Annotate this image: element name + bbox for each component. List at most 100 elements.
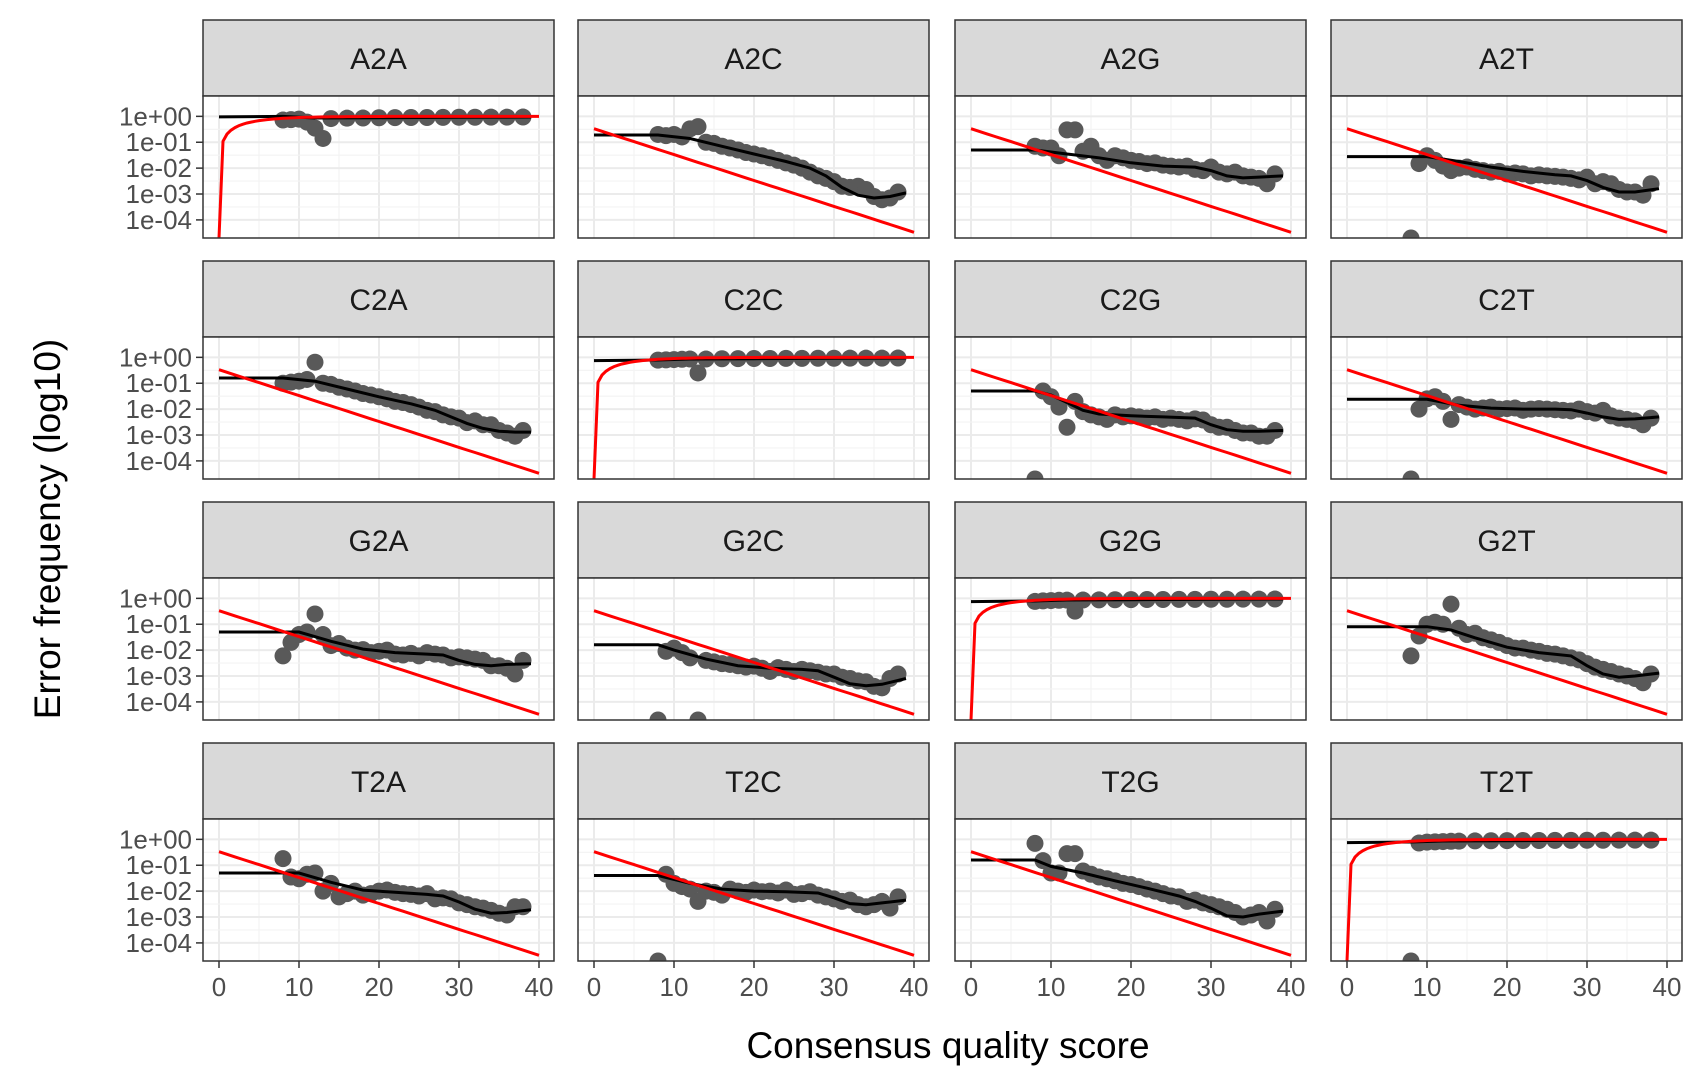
y-tick-label: 1e-03 <box>126 179 193 209</box>
facet-strip-label: T2T <box>1480 766 1533 799</box>
panel-border <box>577 95 930 239</box>
x-tick-label: 20 <box>740 972 769 1002</box>
nominal-error-line <box>593 850 915 957</box>
y-tick-label: 1e-04 <box>126 687 193 717</box>
data-point <box>514 651 532 669</box>
facet-strip-label: C2A <box>349 284 407 317</box>
fitted-error-line <box>971 858 1284 919</box>
x-tick-label: 30 <box>820 972 849 1002</box>
data-point <box>1402 952 1420 961</box>
plot-area <box>592 349 914 479</box>
x-tick-label: 10 <box>1037 972 1066 1002</box>
facet-strip-label: G2C <box>723 525 785 558</box>
panel-border <box>202 95 555 239</box>
nominal-error-line <box>970 850 1292 957</box>
facet-strip <box>1330 19 1683 97</box>
plot-area <box>593 118 915 234</box>
x-tick-label: 40 <box>1277 972 1306 1002</box>
x-tick-label: 0 <box>212 972 226 1002</box>
facet-strip <box>202 501 555 579</box>
x-tick-label: 40 <box>525 972 554 1002</box>
x-tick-label: 0 <box>587 972 601 1002</box>
y-tick-label: 1e-04 <box>126 928 193 958</box>
fitted-error-line <box>971 148 1284 180</box>
data-point <box>1402 647 1420 665</box>
y-tick-label: 1e-02 <box>126 153 193 183</box>
plot-area <box>970 121 1292 234</box>
nominal-error-line <box>1346 609 1668 716</box>
data-point <box>506 665 524 683</box>
facet-strip <box>577 260 930 338</box>
facet-panel-a2t: A2T <box>1330 19 1683 239</box>
plot-area <box>218 605 540 716</box>
panel-border <box>954 336 1307 480</box>
fitted-error-line <box>594 643 907 688</box>
plot-area <box>970 368 1292 479</box>
facet-strip <box>202 260 555 338</box>
nominal-error-line <box>592 355 914 479</box>
data-point <box>1026 470 1044 479</box>
x-tick-label: 10 <box>1413 972 1442 1002</box>
facet-strip <box>954 19 1307 97</box>
facet-panel-c2t: C2T <box>1330 260 1683 480</box>
fitted-error-line <box>1347 625 1660 679</box>
data-point <box>1402 229 1420 238</box>
data-point <box>689 118 707 136</box>
fitted-error-line <box>219 630 532 668</box>
x-tick-label: 20 <box>1493 972 1522 1002</box>
data-point <box>1050 398 1068 416</box>
nominal-error-line <box>1346 127 1668 234</box>
nominal-error-line <box>970 127 1292 234</box>
facet-panel-c2a: C2A <box>202 260 555 480</box>
nominal-error-line <box>593 609 915 716</box>
data-point <box>1026 834 1044 852</box>
y-tick-label: 1e+00 <box>119 101 192 131</box>
fitted-error-line <box>219 871 532 915</box>
data-point <box>689 364 707 382</box>
facet-strip <box>1330 742 1683 820</box>
facet-strip <box>577 742 930 820</box>
data-point <box>1266 900 1284 918</box>
plot-area <box>1346 127 1668 238</box>
nominal-error-line <box>217 114 539 238</box>
x-tick-label: 30 <box>1197 972 1226 1002</box>
plot-area <box>1346 368 1668 479</box>
facet-strip-label: G2T <box>1477 525 1535 558</box>
nominal-error-line <box>1346 368 1668 475</box>
facet-strip-label: G2G <box>1099 525 1162 558</box>
facet-panel-g2c: G2C <box>577 501 930 721</box>
x-tick-label: 10 <box>660 972 689 1002</box>
y-tick-label: 1e-02 <box>126 635 193 665</box>
data-point <box>1442 595 1460 613</box>
facet-strip <box>954 260 1307 338</box>
data-point <box>514 421 532 439</box>
facet-strip-label: T2C <box>725 766 782 799</box>
nominal-error-line <box>970 368 1292 475</box>
facet-strip <box>577 501 930 579</box>
x-tick-label: 0 <box>964 972 978 1002</box>
panel-border <box>577 577 930 721</box>
plot-area <box>218 850 540 957</box>
facet-strip-label: A2C <box>724 43 782 76</box>
data-point <box>689 711 707 720</box>
nominal-error-line <box>593 127 915 234</box>
panel-border <box>954 95 1307 239</box>
facet-panel-g2g: G2G <box>954 501 1307 721</box>
data-point <box>306 605 324 623</box>
data-point <box>306 353 324 371</box>
y-axis-title: Error frequency (log10) <box>27 339 68 719</box>
y-tick-label: 1e-01 <box>126 850 193 880</box>
fitted-error-line <box>1347 155 1660 194</box>
facet-strip-label: A2T <box>1479 43 1534 76</box>
facet-panel-a2c: A2C <box>577 19 930 239</box>
facet-panel-g2a: G2A <box>202 501 555 721</box>
facet-strip-label: C2T <box>1478 284 1535 317</box>
nominal-error-line <box>969 596 1291 720</box>
facet-strip-label: A2A <box>350 43 407 76</box>
y-tick-label: 1e-03 <box>126 420 193 450</box>
x-tick-label: 10 <box>285 972 314 1002</box>
plot-area <box>970 834 1292 957</box>
data-point <box>314 129 332 147</box>
x-axes: 0 10 20 30 40 0 10 20 30 40 0 10 20 30 40 0 10 20 30 40 <box>212 961 1681 1002</box>
fitted-error-line <box>594 133 907 200</box>
